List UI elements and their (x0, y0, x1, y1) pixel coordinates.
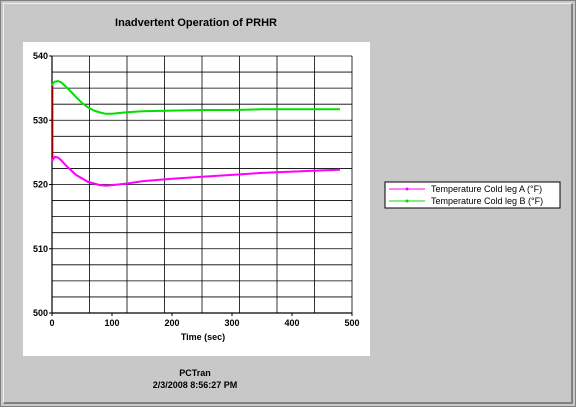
series-line-cold-leg-b (51, 80, 340, 115)
legend-marker-cold-leg-b (405, 199, 409, 203)
legend-marker-cold-leg-a (405, 187, 409, 191)
x-tick-label: 400 (284, 318, 299, 328)
x-tick-label: 500 (344, 318, 359, 328)
series-line-cold-leg-a (51, 155, 341, 187)
y-tick-label: 520 (33, 180, 48, 190)
x-tick-label: 300 (224, 318, 239, 328)
footer-timestamp: 2/3/2008 8:56:27 PM (153, 380, 238, 390)
legend-label-cold-leg-a: Temperature Cold leg A (°F) (431, 184, 542, 194)
legend-box (384, 181, 561, 209)
y-tick-label: 500 (33, 308, 48, 318)
legend-label-cold-leg-b: Temperature Cold leg B (°F) (431, 196, 543, 206)
x-axis-label: Time (sec) (181, 332, 225, 342)
y-tick-label: 510 (33, 244, 48, 254)
x-tick-label: 200 (164, 318, 179, 328)
axes: 500 510 520 530 540 0 100 200 300 400 500 (33, 51, 360, 328)
x-tick-label: 0 (49, 318, 54, 328)
legend: Temperature Cold leg A (°F) Temperature … (384, 181, 561, 209)
y-tick-label: 530 (33, 115, 48, 125)
x-tick-label: 100 (104, 318, 119, 328)
plot-panel (23, 42, 370, 356)
y-tick-label: 540 (33, 51, 48, 61)
window-bevel (3, 3, 573, 404)
chart-title: Inadvertent Operation of PRHR (115, 17, 277, 29)
series-layer (51, 80, 341, 187)
footer-source: PCTran (179, 368, 211, 378)
